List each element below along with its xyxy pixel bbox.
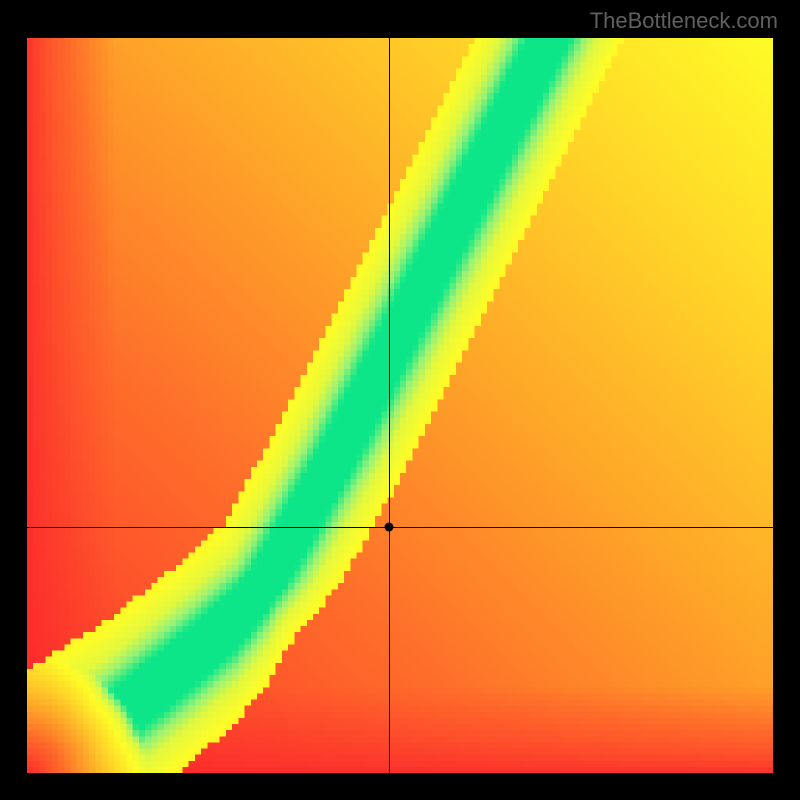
crosshair-vertical [389, 38, 390, 773]
heatmap-canvas [27, 38, 773, 773]
crosshair-horizontal [27, 527, 773, 528]
crosshair-marker [384, 522, 393, 531]
watermark-text: TheBottleneck.com [590, 8, 778, 34]
heatmap-plot [27, 38, 773, 773]
